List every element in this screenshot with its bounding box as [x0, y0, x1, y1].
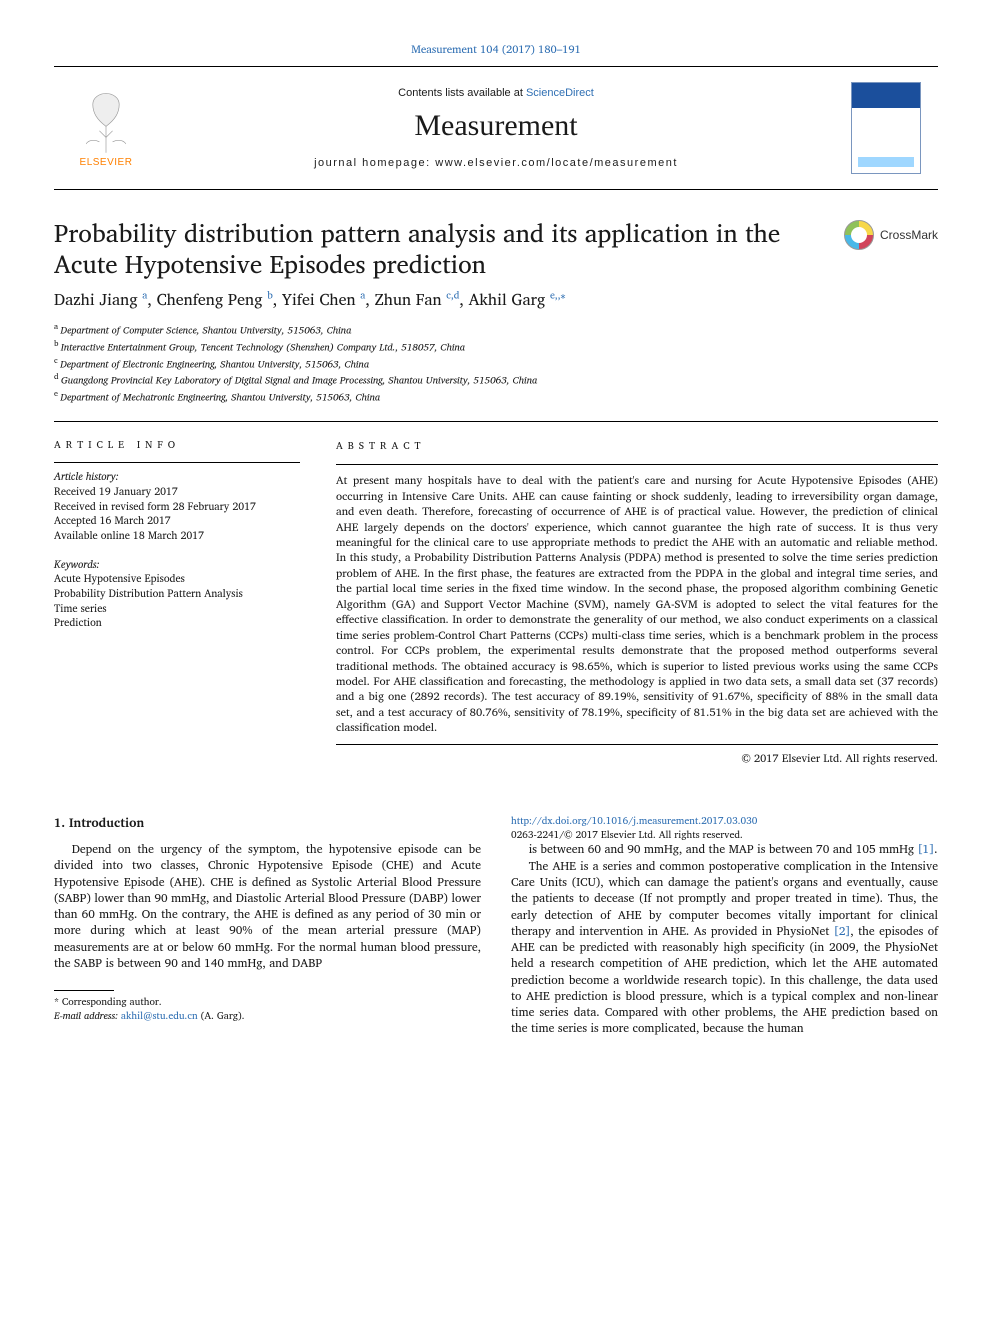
affiliation: b Interactive Entertainment Group, Tence…	[54, 338, 938, 355]
affiliation: d Guangdong Provincial Key Laboratory of…	[54, 371, 938, 388]
homepage-label: journal homepage:	[314, 157, 435, 169]
author-aff-link[interactable]: e,	[550, 288, 558, 304]
author: Zhun Fan c,d	[374, 287, 459, 313]
homepage-url: www.elsevier.com/locate/measurement	[435, 157, 678, 169]
author: Dazhi Jiang a	[54, 287, 147, 313]
elsevier-tree-icon	[73, 89, 139, 155]
journal-banner: ELSEVIER Contents lists available at Sci…	[54, 66, 938, 190]
section-title: 1. Introduction	[54, 815, 481, 832]
crossmark-icon	[844, 220, 874, 250]
journal-name: Measurement	[414, 109, 577, 143]
divider	[54, 421, 938, 422]
affiliation: a Department of Computer Science, Shanto…	[54, 321, 938, 338]
history-line: Available online 18 March 2017	[54, 528, 300, 543]
article-history-block: Article history: Received 19 January 201…	[54, 462, 300, 542]
journal-homepage: journal homepage: www.elsevier.com/locat…	[314, 157, 678, 169]
sciencedirect-link[interactable]: ScienceDirect	[526, 87, 594, 99]
email-person: (A. Garg).	[198, 1008, 245, 1024]
abstract-column: ABSTRACT At present many hospitals have …	[336, 438, 938, 767]
affiliation-list: a Department of Computer Science, Shanto…	[54, 321, 938, 405]
doi-block: http://dx.doi.org/10.1016/j.measurement.…	[511, 815, 938, 843]
article-info-column: ARTICLE INFO Article history: Received 1…	[54, 438, 300, 767]
journal-cover-thumb	[851, 82, 921, 174]
author-list: Dazhi Jiang a, Chenfeng Peng b, Yifei Ch…	[54, 287, 938, 313]
author-aff-link[interactable]: a	[142, 288, 147, 304]
author: Yifei Chen a	[282, 287, 365, 313]
author-aff-link[interactable]: b	[267, 288, 273, 304]
author: Akhil Garg e,,⁎	[469, 287, 566, 313]
citation-header: Measurement 104 (2017) 180–191	[54, 40, 938, 58]
body-columns: 1. Introduction Depend on the urgency of…	[54, 815, 938, 1039]
citation-link[interactable]: Measurement 104 (2017) 180–191	[411, 40, 581, 58]
crossmark-label: CrossMark	[880, 228, 938, 242]
keywords-block: Keywords: Acute Hypotensive EpisodesProb…	[54, 557, 300, 630]
email-label: E-mail address:	[54, 1008, 121, 1024]
abstract-copyright: © 2017 Elsevier Ltd. All rights reserved…	[336, 749, 938, 767]
article-title: Probability distribution pattern analysi…	[54, 218, 832, 279]
contents-line: Contents lists available at ScienceDirec…	[398, 87, 594, 99]
author-aff-link[interactable]: a	[360, 288, 365, 304]
footnote-rule	[54, 990, 114, 991]
cover-thumb-block	[834, 67, 938, 189]
article-info-head: ARTICLE INFO	[54, 438, 300, 452]
corr-email-link[interactable]: akhil@stu.edu.cn	[121, 1008, 198, 1024]
affiliation: e Department of Mechatronic Engineering,…	[54, 388, 938, 405]
body-text: , the episodes of AHE can be predicted w…	[511, 922, 938, 1039]
body-paragraph: Depend on the urgency of the symptom, th…	[54, 842, 481, 972]
abstract-head: ABSTRACT	[336, 438, 938, 454]
author: Chenfeng Peng b	[157, 287, 273, 313]
crossmark-badge-block[interactable]: CrossMark	[844, 220, 938, 250]
abstract-text: At present many hospitals have to deal w…	[336, 464, 938, 745]
publisher-logo-block: ELSEVIER	[54, 67, 158, 189]
keyword: Prediction	[54, 615, 300, 630]
publisher-name: ELSEVIER	[80, 157, 133, 168]
affiliation: c Department of Electronic Engineering, …	[54, 355, 938, 372]
author-aff-link[interactable]: c,d	[446, 288, 459, 304]
contents-prefix: Contents lists available at	[398, 87, 526, 99]
corresponding-footnote: * Corresponding author. E-mail address: …	[54, 995, 481, 1023]
body-paragraph: The AHE is a series and common postopera…	[511, 859, 938, 1038]
